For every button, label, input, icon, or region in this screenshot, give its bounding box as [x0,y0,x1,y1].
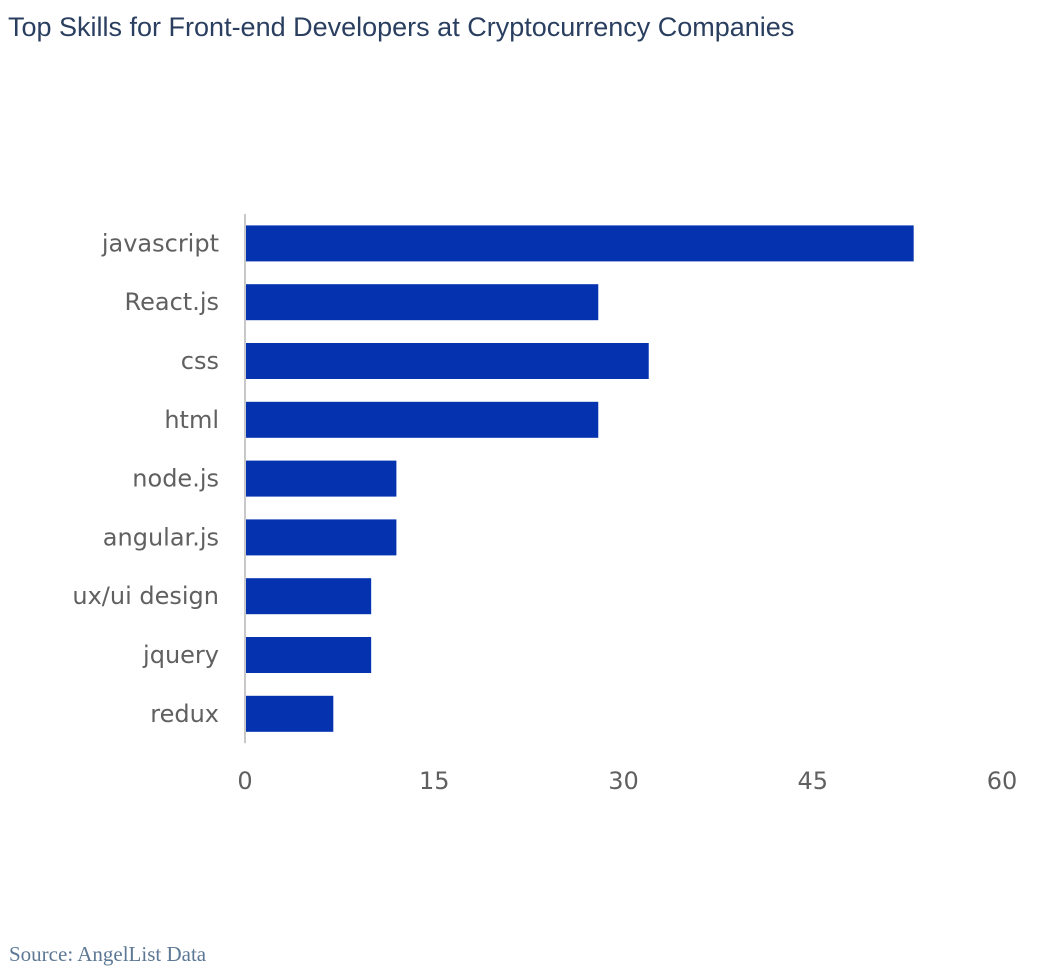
x-tick-labels: 0 15 30 45 60 [237,767,1017,795]
bar-redux [245,695,334,732]
category-label-javascript: javascript [101,229,219,257]
bar-html [245,401,599,438]
category-label-html: html [164,406,219,434]
bar-react-js [245,284,599,321]
bar-angular-js [245,519,397,556]
x-tick-label-15: 15 [419,767,450,795]
x-tick-label-60: 60 [987,767,1018,795]
bar-chart: javascript React.js css html node.js angular.… [72,214,1017,795]
bar-css [245,343,649,379]
bar-jquery [245,637,372,673]
category-label-react-js: React.js [125,288,219,316]
x-tick-label-0: 0 [237,767,252,795]
source-note: Source: AngelList Data [9,942,207,966]
bar-node-js [245,460,397,497]
x-tick-label-45: 45 [797,767,828,795]
category-labels: javascript React.js css html node.js angular.… [72,229,219,727]
category-label-jquery: jquery [142,641,219,669]
chart-title: Top Skills for Front-end Developers at C… [8,12,795,42]
category-label-angular-js: angular.js [103,523,219,551]
category-label-css: css [181,347,219,375]
bars-layer [245,225,914,732]
bar-ux-ui-design [245,578,372,615]
category-label-redux: redux [150,700,219,728]
bar-javascript [245,225,914,262]
category-label-node-js: node.js [132,465,219,493]
x-tick-label-30: 30 [608,767,639,795]
category-label-ux-ui-design: ux/ui design [72,582,219,610]
